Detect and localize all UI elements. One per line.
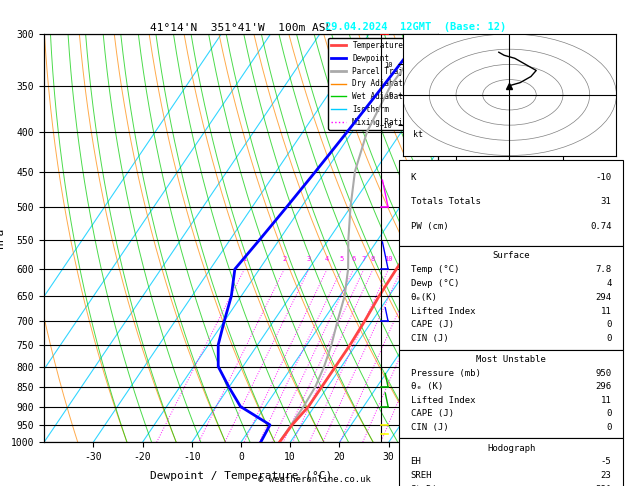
FancyBboxPatch shape — [399, 160, 623, 246]
Text: 23: 23 — [601, 471, 611, 480]
Text: θₑ(K): θₑ(K) — [411, 293, 437, 302]
Text: 3: 3 — [307, 256, 311, 262]
Text: Totals Totals: Totals Totals — [411, 197, 481, 207]
Text: Dewp (°C): Dewp (°C) — [411, 278, 459, 288]
Text: 10: 10 — [384, 256, 393, 262]
Title: 41°14'N  351°41'W  100m ASL: 41°14'N 351°41'W 100m ASL — [150, 23, 332, 33]
Text: -5: -5 — [601, 457, 611, 466]
Text: Mixing Ratio (g/kg): Mixing Ratio (g/kg) — [465, 191, 474, 286]
Text: CAPE (J): CAPE (J) — [411, 320, 454, 330]
Text: EH: EH — [411, 457, 421, 466]
Legend: Temperature, Dewpoint, Parcel Trajectory, Dry Adiabat, Wet Adiabat, Isotherm, Mi: Temperature, Dewpoint, Parcel Trajectory… — [328, 38, 434, 130]
Text: Lifted Index: Lifted Index — [411, 396, 475, 405]
Text: 11: 11 — [601, 396, 611, 405]
Text: © weatheronline.co.uk: © weatheronline.co.uk — [258, 474, 371, 484]
Text: Pressure (mb): Pressure (mb) — [411, 368, 481, 378]
Text: 29.04.2024  12GMT  (Base: 12): 29.04.2024 12GMT (Base: 12) — [325, 22, 506, 32]
Y-axis label: km
ASL: km ASL — [459, 229, 481, 247]
Text: Hodograph: Hodograph — [487, 444, 535, 452]
Text: PW (cm): PW (cm) — [411, 222, 448, 231]
Text: Temp (°C): Temp (°C) — [411, 265, 459, 274]
Text: 294: 294 — [596, 293, 611, 302]
Text: LCL: LCL — [442, 429, 457, 438]
Text: CIN (J): CIN (J) — [411, 334, 448, 343]
Y-axis label: hPa: hPa — [0, 228, 5, 248]
Text: CIN (J): CIN (J) — [411, 423, 448, 432]
FancyBboxPatch shape — [399, 438, 623, 486]
Text: 2: 2 — [282, 256, 286, 262]
Text: 8: 8 — [371, 256, 376, 262]
Text: -10: -10 — [596, 173, 611, 182]
FancyBboxPatch shape — [399, 246, 623, 350]
Text: Surface: Surface — [493, 251, 530, 260]
Text: 0: 0 — [606, 320, 611, 330]
Text: 0: 0 — [606, 409, 611, 418]
Text: 0.74: 0.74 — [590, 222, 611, 231]
Text: SREH: SREH — [411, 471, 432, 480]
Text: 7: 7 — [362, 256, 366, 262]
Text: 0: 0 — [606, 334, 611, 343]
Text: Most Unstable: Most Unstable — [476, 355, 546, 364]
Text: 6: 6 — [352, 256, 356, 262]
Text: 7.8: 7.8 — [596, 265, 611, 274]
Text: 950: 950 — [596, 368, 611, 378]
Text: Dewpoint / Temperature (°C): Dewpoint / Temperature (°C) — [150, 471, 332, 481]
Text: 4: 4 — [325, 256, 329, 262]
Text: Lifted Index: Lifted Index — [411, 307, 475, 315]
Text: 5: 5 — [340, 256, 343, 262]
Text: 11: 11 — [601, 307, 611, 315]
Text: 12: 12 — [398, 256, 406, 262]
Text: K: K — [411, 173, 416, 182]
Text: θₑ (K): θₑ (K) — [411, 382, 443, 391]
Text: 0: 0 — [606, 423, 611, 432]
Text: 296: 296 — [596, 382, 611, 391]
Text: 15: 15 — [413, 256, 422, 262]
Text: 31: 31 — [601, 197, 611, 207]
Text: CAPE (J): CAPE (J) — [411, 409, 454, 418]
Text: 4: 4 — [606, 278, 611, 288]
Text: StmDir: StmDir — [411, 485, 443, 486]
Text: 38°: 38° — [596, 485, 611, 486]
Text: 1: 1 — [242, 256, 247, 262]
Text: kt: kt — [413, 130, 423, 139]
FancyBboxPatch shape — [399, 350, 623, 438]
